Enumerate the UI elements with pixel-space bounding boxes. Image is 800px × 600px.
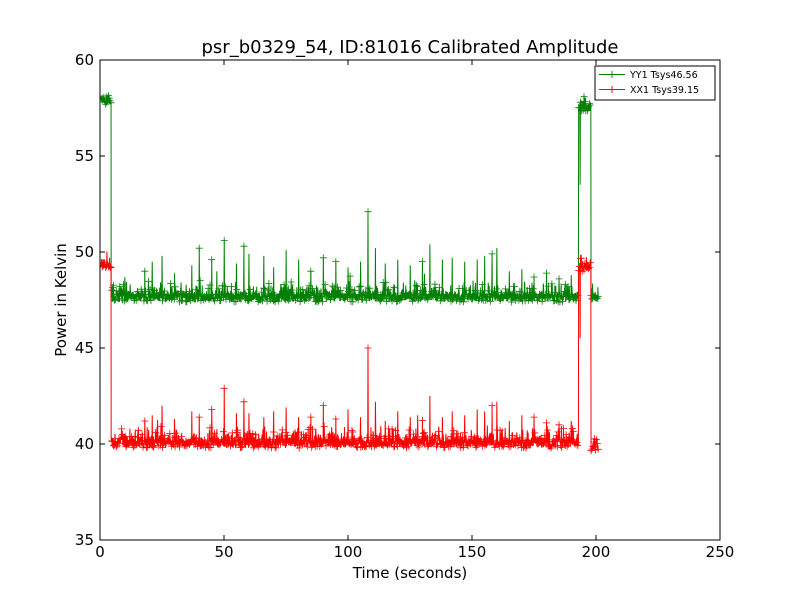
x-tick-label: 50 — [214, 543, 233, 561]
y-axis-label: Power in Kelvin — [52, 243, 70, 357]
legend-label-xx1: XX1 Tsys39.15 — [630, 85, 699, 96]
plot-frame — [99, 59, 721, 541]
axis-tick-labels: 0 50 100 150 200 250 35 40 45 50 55 60 — [75, 51, 734, 561]
x-tick-label: 100 — [334, 543, 363, 561]
legend-box — [594, 65, 716, 101]
x-tick-label: 150 — [458, 543, 487, 561]
legend-entry-xx1: XX1 Tsys39.15 — [599, 85, 699, 96]
y-tick-label: 35 — [75, 531, 94, 549]
y-tick-label: 60 — [75, 51, 94, 69]
legend-marker-xx1 — [608, 86, 616, 93]
legend: YY1 Tsys46.56 XX1 Tsys39.15 — [594, 65, 716, 101]
legend-marker-yy1 — [608, 71, 616, 78]
y-tick-label: 40 — [75, 435, 94, 453]
chart-title: psr_b0329_54, ID:81016 Calibrated Amplit… — [202, 37, 619, 58]
series-markers — [100, 92, 602, 306]
legend-label-yy1: YY1 Tsys46.56 — [629, 70, 698, 81]
y-tick-label: 45 — [75, 339, 94, 357]
x-tick-label: 0 — [95, 543, 105, 561]
series-xx1 — [100, 251, 602, 455]
x-axis-label: Time (seconds) — [352, 564, 468, 582]
y-tick-label: 50 — [75, 243, 94, 261]
x-tick-label: 200 — [582, 543, 611, 561]
legend-entry-yy1: YY1 Tsys46.56 — [599, 70, 698, 81]
series-yy1 — [100, 92, 602, 306]
y-tick-label: 55 — [75, 147, 94, 165]
series-layer — [100, 92, 602, 455]
series-markers — [100, 254, 602, 455]
x-tick-label: 250 — [706, 543, 735, 561]
